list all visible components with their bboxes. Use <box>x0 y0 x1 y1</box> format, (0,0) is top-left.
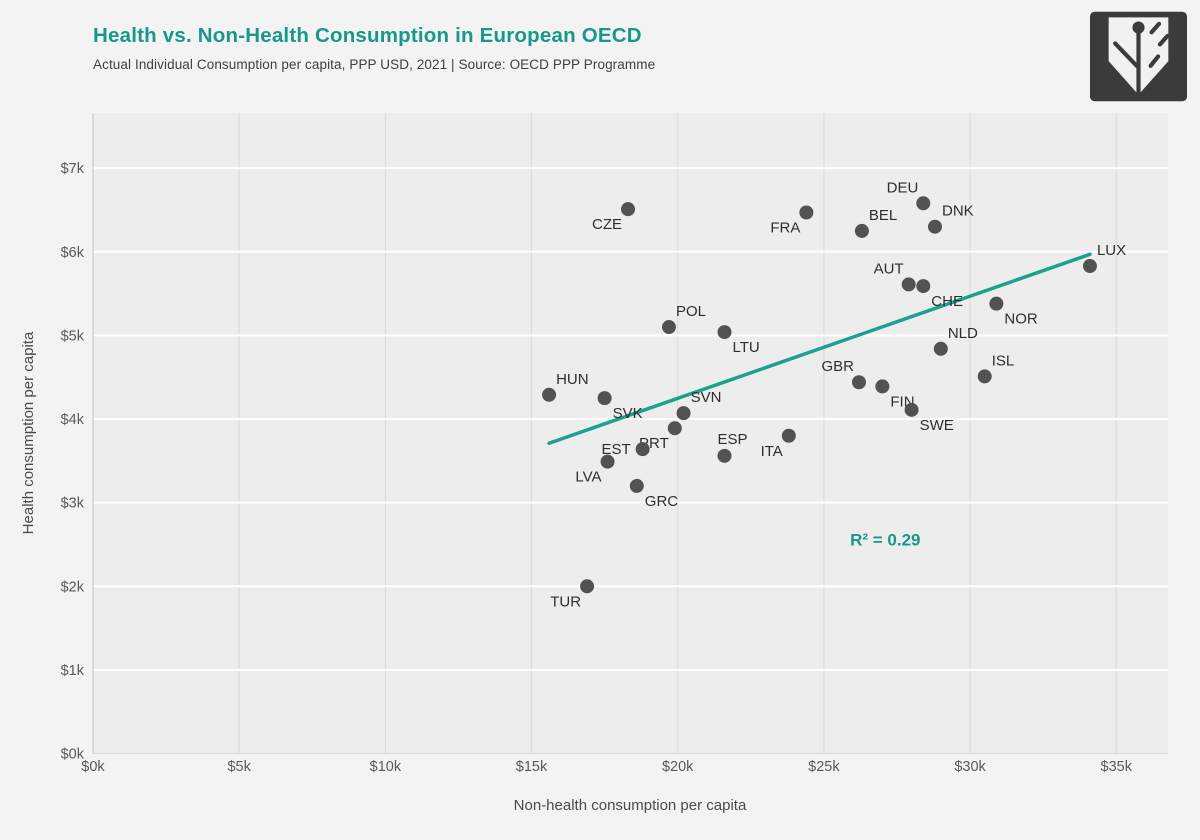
trend-line <box>547 252 1092 446</box>
point-label-ITA: ITA <box>761 443 783 460</box>
y-tick-label: $3k <box>61 496 85 512</box>
y-tick-label: $4k <box>61 412 85 428</box>
x-tick-label: $0k <box>81 759 105 775</box>
r-squared-annotation: R² = 0.29 <box>850 530 920 549</box>
y-tick-label: $5k <box>61 328 85 344</box>
x-tick-label: $15k <box>516 759 548 775</box>
point-label-GRC: GRC <box>645 493 679 510</box>
point-label-POL: POL <box>676 303 706 320</box>
plot-panel <box>93 113 1168 754</box>
data-point-SVN <box>676 406 691 421</box>
data-point-ITA <box>781 428 796 443</box>
data-point-NOR <box>989 296 1004 311</box>
y-tick-label: $1k <box>61 663 85 679</box>
point-label-TUR: TUR <box>550 593 581 610</box>
data-point-TUR <box>580 579 595 594</box>
x-tick-label: $35k <box>1101 759 1133 775</box>
data-point-GRC <box>629 478 644 493</box>
point-label-AUT: AUT <box>874 260 904 277</box>
point-label-DEU: DEU <box>887 179 919 196</box>
data-point-FRA <box>799 205 814 220</box>
data-point-LVA <box>600 454 615 469</box>
data-point-POL <box>661 320 676 335</box>
point-label-ESP: ESP <box>717 431 747 448</box>
data-point-EST <box>635 442 650 457</box>
point-label-CZE: CZE <box>592 216 622 233</box>
point-label-GBR: GBR <box>821 358 854 375</box>
data-point-GBR <box>851 375 866 390</box>
point-label-SVN: SVN <box>691 389 722 406</box>
data-point-CHE <box>916 279 931 294</box>
point-label-SWE: SWE <box>920 417 954 434</box>
x-tick-label: $10k <box>370 759 402 775</box>
data-point-ESP <box>717 448 732 463</box>
y-tick-label: $7k <box>61 161 85 177</box>
point-label-ISL: ISL <box>992 352 1015 369</box>
x-tick-label: $5k <box>227 759 251 775</box>
point-label-LUX: LUX <box>1097 242 1126 259</box>
point-label-NOR: NOR <box>1004 311 1038 328</box>
point-label-DNK: DNK <box>942 203 974 220</box>
data-point-SWE <box>904 402 919 417</box>
brand-logo <box>1090 10 1187 103</box>
point-label-NLD: NLD <box>948 325 978 342</box>
point-label-LVA: LVA <box>575 469 601 486</box>
leaf-logo-icon <box>1090 11 1187 102</box>
data-point-LUX <box>1082 259 1097 274</box>
data-point-LTU <box>717 325 732 340</box>
y-tick-label: $2k <box>61 579 85 595</box>
y-axis-title: Health consumption per capita <box>20 331 37 534</box>
point-label-CHE: CHE <box>931 293 963 310</box>
data-point-NLD <box>933 341 948 356</box>
point-label-FRA: FRA <box>770 220 800 237</box>
data-point-AUT <box>901 277 916 292</box>
chart-header: Health vs. Non-Health Consumption in Eur… <box>93 24 655 72</box>
point-label-BEL: BEL <box>869 207 897 224</box>
data-point-PRT <box>667 421 682 436</box>
point-label-SVK: SVK <box>613 405 643 422</box>
data-point-CZE <box>621 202 636 217</box>
data-point-DEU <box>916 196 931 211</box>
data-point-FIN <box>875 379 890 394</box>
y-tick-label: $0k <box>61 747 85 763</box>
page-title: Health vs. Non-Health Consumption in Eur… <box>93 24 642 47</box>
data-point-ISL <box>977 369 992 384</box>
x-tick-label: $25k <box>808 759 840 775</box>
page-subtitle: Actual Individual Consumption per capita… <box>93 57 656 72</box>
data-point-SVK <box>597 391 612 406</box>
data-point-BEL <box>854 223 869 238</box>
point-label-EST: EST <box>601 441 630 458</box>
data-point-HUN <box>542 387 557 402</box>
x-tick-label: $20k <box>662 759 694 775</box>
point-label-HUN: HUN <box>556 371 589 388</box>
y-tick-label: $6k <box>61 245 85 261</box>
x-axis-title: Non-health consumption per capita <box>514 797 747 814</box>
x-tick-label: $30k <box>954 759 986 775</box>
data-point-DNK <box>927 219 942 234</box>
point-label-LTU: LTU <box>732 339 759 356</box>
